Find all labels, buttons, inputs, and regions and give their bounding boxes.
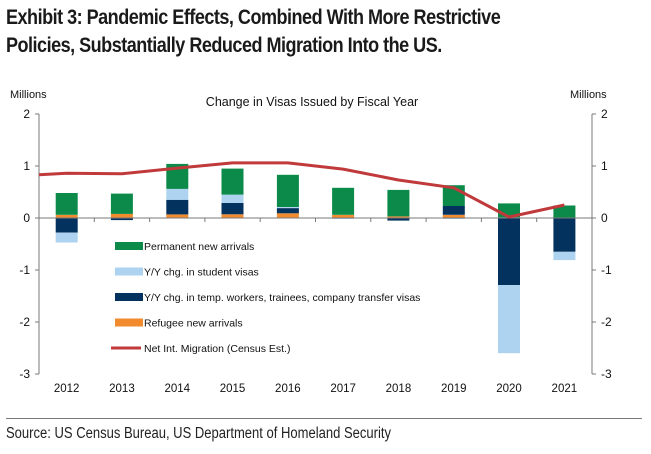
bar-segment-y-y-chg-in-temp-workers-trainees-company-transfer-visas-2019 xyxy=(442,206,465,215)
bar-segment-y-y-chg-in-student-visas-2014 xyxy=(166,188,189,200)
chart: 2 2 1 1 0 0 -1 -1 -2 -2 -3 -3 2012 2013 2014 2015 2016 20… xyxy=(10,89,612,395)
legend-item: Refugee new arrivals xyxy=(115,318,243,330)
y-tick-label-left: -3 xyxy=(19,367,30,381)
footer-divider xyxy=(6,418,642,419)
x-tick-label: 2016 xyxy=(275,383,301,395)
y-tick-label-left: -1 xyxy=(19,263,30,277)
legend-label: Y/Y chg. in temp. workers, trainees, com… xyxy=(144,292,420,304)
bar-segment-y-y-chg-in-temp-workers-trainees-company-transfer-visas-2014 xyxy=(166,199,189,215)
legend-item: Permanent new arrivals xyxy=(115,241,254,253)
title-line-1: Exhibit 3: Pandemic Effects, Combined Wi… xyxy=(6,6,501,29)
legend: Permanent new arrivals Y/Y chg. in studen… xyxy=(111,241,420,355)
x-tick-label: 2021 xyxy=(552,383,578,395)
chart-title: Change in Visas Issued by Fiscal Year xyxy=(206,95,418,109)
bar-segment-y-y-chg-in-temp-workers-trainees-company-transfer-visas-2020 xyxy=(498,218,520,286)
source-note: Source: US Census Bureau, US Department … xyxy=(6,425,391,442)
bar-segment-permanent-new-arrivals-2021 xyxy=(553,205,576,218)
bar-segment-permanent-new-arrivals-2017 xyxy=(332,187,355,215)
legend-swatch xyxy=(115,293,143,301)
bar-segment-y-y-chg-in-temp-workers-trainees-company-transfer-visas-2013 xyxy=(110,218,133,221)
y-tick-label-right: -2 xyxy=(601,315,612,329)
y-tick-label-right: 2 xyxy=(601,107,608,121)
bar-segment-permanent-new-arrivals-2018 xyxy=(387,189,410,217)
bar-segment-permanent-new-arrivals-2016 xyxy=(276,174,299,207)
title-line-2: Policies, Substantially Reduced Migratio… xyxy=(6,34,442,57)
x-tick-label: 2013 xyxy=(109,383,135,395)
bar-segment-y-y-chg-in-temp-workers-trainees-company-transfer-visas-2015 xyxy=(221,202,244,215)
bar-segment-y-y-chg-in-temp-workers-trainees-company-transfer-visas-2016 xyxy=(276,208,299,214)
bar-segment-y-y-chg-in-student-visas-2012 xyxy=(55,232,78,243)
y-tick-label-right: -3 xyxy=(601,367,612,381)
x-tick-label: 2018 xyxy=(386,383,412,395)
bar-segment-y-y-chg-in-temp-workers-trainees-company-transfer-visas-2018 xyxy=(387,218,410,221)
y-tick-label-left: 1 xyxy=(23,159,30,173)
legend-swatch xyxy=(115,242,143,250)
legend-item: Y/Y chg. in temp. workers, trainees, com… xyxy=(115,292,420,304)
line-net-int-migration xyxy=(38,161,565,219)
legend-label: Net Int. Migration (Census Est.) xyxy=(144,343,290,355)
bar-segment-refugee-new-arrivals-2013 xyxy=(110,213,133,218)
bar-segment-refugee-new-arrivals-2014 xyxy=(166,214,189,218)
bar-segment-refugee-new-arrivals-2018 xyxy=(387,216,410,218)
legend-label: Refugee new arrivals xyxy=(144,318,243,330)
x-tick-label: 2019 xyxy=(441,383,467,395)
bar-segment-permanent-new-arrivals-2012 xyxy=(55,193,78,215)
y-tick-label-left: 2 xyxy=(23,107,30,121)
bar-segment-refugee-new-arrivals-2019 xyxy=(442,214,465,218)
bar-segment-refugee-new-arrivals-2012 xyxy=(55,214,78,218)
y-tick-label-right: 1 xyxy=(601,159,608,173)
bar-segment-y-y-chg-in-student-visas-2021 xyxy=(553,251,576,261)
x-tick-label: 2020 xyxy=(496,383,522,395)
y-tick-label-left: 0 xyxy=(23,211,30,225)
axes-layer: 2 2 1 1 0 0 -1 -1 -2 -2 -3 -3 2012 2013 2014 2015 2016 20… xyxy=(19,107,612,395)
bar-segment-y-y-chg-in-student-visas-2020 xyxy=(498,285,520,354)
line-layer xyxy=(38,161,565,219)
x-tick-label: 2014 xyxy=(164,383,190,395)
x-tick-label: 2017 xyxy=(330,383,356,395)
legend-swatch xyxy=(115,267,143,276)
bar-segment-refugee-new-arrivals-2015 xyxy=(221,214,244,218)
bar-segment-permanent-new-arrivals-2015 xyxy=(221,168,244,195)
exhibit-title: Exhibit 3: Pandemic Effects, Combined Wi… xyxy=(6,4,556,60)
legend-label: Y/Y chg. in student visas xyxy=(144,267,259,279)
y-tick-label-left: -2 xyxy=(19,315,30,329)
y-axis-label-right: Millions xyxy=(570,89,607,101)
legend-item: Y/Y chg. in student visas xyxy=(115,267,259,279)
legend-swatch xyxy=(115,318,143,327)
bar-segment-refugee-new-arrivals-2017 xyxy=(332,214,355,218)
y-axis-label-left: Millions xyxy=(10,89,47,101)
x-tick-label: 2012 xyxy=(54,383,80,395)
bar-segment-y-y-chg-in-temp-workers-trainees-company-transfer-visas-2021 xyxy=(553,218,576,252)
y-tick-label-right: -1 xyxy=(601,263,612,277)
legend-label: Permanent new arrivals xyxy=(144,241,254,253)
y-tick-label-right: 0 xyxy=(601,211,608,225)
bar-segment-y-y-chg-in-temp-workers-trainees-company-transfer-visas-2012 xyxy=(55,218,78,233)
bar-segment-y-y-chg-in-student-visas-2016 xyxy=(276,207,299,209)
bar-segment-permanent-new-arrivals-2013 xyxy=(110,193,133,214)
bar-segment-y-y-chg-in-student-visas-2015 xyxy=(221,194,244,203)
bar-segment-refugee-new-arrivals-2016 xyxy=(276,213,299,218)
legend-item: Net Int. Migration (Census Est.) xyxy=(111,343,290,355)
x-tick-label: 2015 xyxy=(220,383,246,395)
